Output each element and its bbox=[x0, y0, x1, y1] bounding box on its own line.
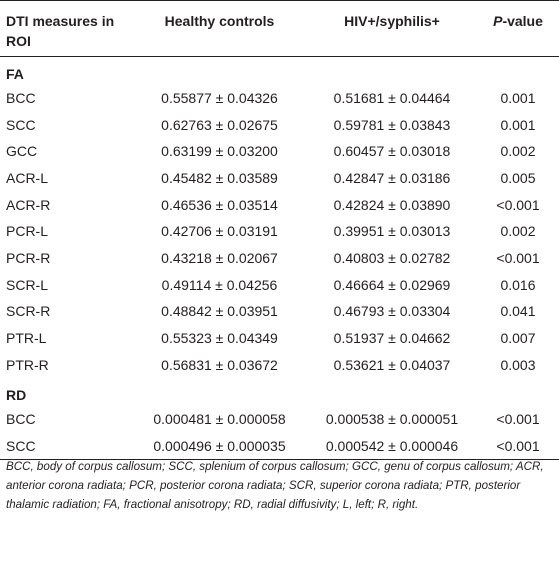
cell-healthy-controls: 0.42706 ± 0.03191 bbox=[161, 223, 278, 240]
cell-hiv-syphilis: 0.42824 ± 0.03890 bbox=[333, 196, 451, 213]
cell-p-value: 0.003 bbox=[500, 356, 536, 373]
cell-roi: PCR-R bbox=[6, 249, 51, 266]
header-hiv-syphilis: HIV+/syphilis+ bbox=[307, 0, 477, 57]
cell-healthy-controls: 0.55323 ± 0.04349 bbox=[161, 330, 278, 347]
cell-healthy-controls: 0.45482 ± 0.03589 bbox=[161, 169, 278, 186]
cell-roi: GCC bbox=[6, 143, 38, 160]
cell-p-value: <0.001 bbox=[496, 249, 540, 266]
cell-roi: PTR-L bbox=[6, 330, 47, 347]
cell-healthy-controls: 0.48842 ± 0.03951 bbox=[161, 303, 278, 320]
cell-p-value: <0.001 bbox=[477, 432, 559, 460]
cell-roi: ACR-R bbox=[6, 196, 51, 213]
table-row: PTR-R 0.56831 ± 0.03672 0.53621 ± 0.04037 0… bbox=[0, 351, 559, 378]
cell-healthy-controls: 0.49114 ± 0.04256 bbox=[161, 276, 278, 293]
cell-p-value: 0.002 bbox=[500, 143, 536, 160]
cell-hiv-syphilis: 0.46793 ± 0.03304 bbox=[333, 303, 451, 320]
section-title: RD bbox=[6, 387, 27, 404]
cell-roi: ACR-L bbox=[6, 169, 49, 186]
cell-p-value: 0.016 bbox=[500, 276, 536, 293]
cell-p-value: 0.007 bbox=[500, 330, 536, 347]
table-row: BCC 0.000481 ± 0.000058 0.000538 ± 0.00005… bbox=[0, 406, 559, 433]
cell-p-value: 0.001 bbox=[500, 116, 536, 133]
table-row: SCC 0.62763 ± 0.02675 0.59781 ± 0.03843 0.0… bbox=[0, 111, 559, 138]
cell-hiv-syphilis: 0.42847 ± 0.03186 bbox=[333, 169, 451, 186]
cell-p-value: 0.002 bbox=[500, 223, 536, 240]
table-body: FA BCC 0.55877 ± 0.04326 0.51681 ± 0.04464 0… bbox=[0, 57, 559, 460]
dti-measures-table: DTI measures in ROI Healthy controls HIV… bbox=[0, 0, 559, 460]
cell-healthy-controls: 0.43218 ± 0.02067 bbox=[161, 249, 278, 266]
header-dti-measures: DTI measures in ROI bbox=[0, 0, 132, 57]
table-row: ACR-L 0.45482 ± 0.03589 0.42847 ± 0.03186 0… bbox=[0, 165, 559, 192]
cell-p-value: 0.001 bbox=[500, 89, 536, 106]
section-row: RD bbox=[0, 378, 559, 406]
cell-hiv-syphilis: 0.59781 ± 0.03843 bbox=[333, 116, 451, 133]
cell-healthy-controls: 0.62763 ± 0.02675 bbox=[161, 116, 278, 133]
cell-hiv-syphilis: 0.51681 ± 0.04464 bbox=[333, 89, 451, 106]
cell-roi: PTR-R bbox=[6, 356, 49, 373]
table-row: SCC 0.000496 ± 0.000035 0.000542 ± 0.00004… bbox=[0, 432, 559, 460]
cell-healthy-controls: 0.56831 ± 0.03672 bbox=[161, 356, 278, 373]
cell-roi: SCR-L bbox=[6, 276, 49, 293]
cell-hiv-syphilis: 0.51937 ± 0.04662 bbox=[333, 330, 451, 347]
cell-healthy-controls: 0.000496 ± 0.000035 bbox=[132, 432, 307, 460]
table-row: BCC 0.55877 ± 0.04326 0.51681 ± 0.04464 0.0… bbox=[0, 85, 559, 112]
cell-hiv-syphilis: 0.60457 ± 0.03018 bbox=[333, 143, 451, 160]
table-row: PCR-R 0.43218 ± 0.02067 0.40803 ± 0.02782 <… bbox=[0, 245, 559, 272]
cell-roi: BCC bbox=[6, 89, 36, 106]
section-row: FA bbox=[0, 57, 559, 85]
cell-roi: PCR-L bbox=[6, 223, 49, 240]
table-row: PTR-L 0.55323 ± 0.04349 0.51937 ± 0.04662 0… bbox=[0, 325, 559, 352]
cell-healthy-controls: 0.000481 ± 0.000058 bbox=[153, 411, 286, 428]
cell-hiv-syphilis: 0.53621 ± 0.04037 bbox=[333, 356, 451, 373]
cell-p-value: <0.001 bbox=[496, 196, 540, 213]
cell-hiv-syphilis: 0.000542 ± 0.000046 bbox=[307, 432, 477, 460]
cell-hiv-syphilis: 0.40803 ± 0.02782 bbox=[333, 249, 451, 266]
cell-hiv-syphilis: 0.46664 ± 0.02969 bbox=[333, 276, 451, 293]
table-footnote: BCC, body of corpus callosum; SCC, splen… bbox=[6, 460, 544, 511]
cell-healthy-controls: 0.63199 ± 0.03200 bbox=[161, 143, 278, 160]
cell-healthy-controls: 0.55877 ± 0.04326 bbox=[161, 89, 278, 106]
section-title: FA bbox=[6, 65, 24, 82]
table-row: SCR-L 0.49114 ± 0.04256 0.46664 ± 0.02969 0… bbox=[0, 271, 559, 298]
cell-roi: SCC bbox=[6, 116, 36, 133]
cell-p-value: <0.001 bbox=[496, 411, 540, 428]
header-p-value: P-value bbox=[477, 0, 559, 57]
cell-roi: BCC bbox=[6, 411, 36, 428]
cell-hiv-syphilis: 0.39951 ± 0.03013 bbox=[333, 223, 451, 240]
table-header-row: DTI measures in ROI Healthy controls HIV… bbox=[0, 0, 559, 57]
cell-roi: SCC bbox=[0, 432, 132, 460]
cell-healthy-controls: 0.46536 ± 0.03514 bbox=[161, 196, 278, 213]
table-row: SCR-R 0.48842 ± 0.03951 0.46793 ± 0.03304 0… bbox=[0, 298, 559, 325]
cell-p-value: 0.041 bbox=[500, 303, 536, 320]
table-row: ACR-R 0.46536 ± 0.03514 0.42824 ± 0.03890 <… bbox=[0, 191, 559, 218]
cell-roi: SCR-R bbox=[6, 303, 51, 320]
cell-hiv-syphilis: 0.000538 ± 0.000051 bbox=[325, 411, 459, 428]
table-row: PCR-L 0.42706 ± 0.03191 0.39951 ± 0.03013 0… bbox=[0, 218, 559, 245]
table-row: GCC 0.63199 ± 0.03200 0.60457 ± 0.03018 0.0… bbox=[0, 138, 559, 165]
cell-p-value: 0.005 bbox=[500, 169, 536, 186]
header-p-suffix: -value bbox=[502, 13, 543, 29]
header-p-letter: P bbox=[493, 13, 503, 29]
header-healthy-controls: Healthy controls bbox=[132, 0, 307, 57]
